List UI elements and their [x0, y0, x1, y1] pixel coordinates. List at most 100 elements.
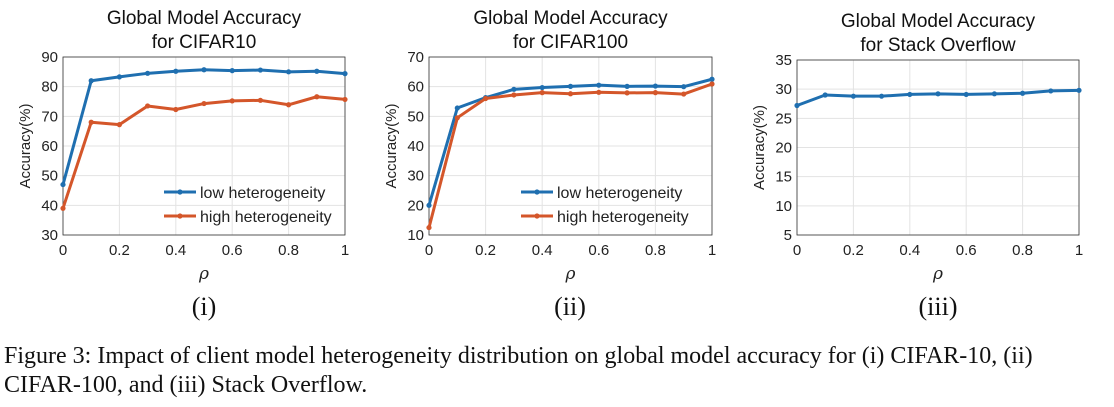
data-point: [201, 67, 207, 73]
x-tick-label: 0.4: [532, 242, 553, 259]
data-point: [539, 90, 545, 96]
data-point: [1048, 88, 1054, 94]
x-tick-label: 1: [341, 242, 349, 259]
data-point: [229, 98, 235, 104]
data-point: [60, 181, 66, 188]
y-tick-label: 70: [41, 108, 58, 125]
x-tick-label: 0.2: [475, 242, 496, 259]
x-tick-label: 0.6: [588, 242, 609, 259]
data-point: [709, 81, 715, 87]
data-point: [681, 84, 687, 90]
x-tick-label: 0.2: [843, 242, 864, 259]
data-point: [652, 90, 659, 96]
data-point: [879, 93, 885, 99]
plot-area: [62, 56, 346, 236]
y-tick-label: 20: [775, 140, 792, 157]
data-point: [652, 83, 659, 89]
legend-marker: [177, 189, 183, 195]
data-point: [624, 83, 630, 89]
data-point: [342, 71, 348, 77]
data-point: [229, 68, 235, 74]
x-tick-label: 0: [793, 242, 801, 259]
data-point: [907, 91, 913, 98]
data-point: [709, 76, 715, 82]
chart-title-line1: Global Model Accuracy: [473, 8, 668, 29]
legend-label: high heterogeneity: [200, 209, 332, 226]
x-tick-label: 0.8: [1012, 242, 1033, 259]
legend-label: high heterogeneity: [557, 209, 689, 226]
data-point: [681, 91, 687, 97]
x-tick-label: 0.8: [645, 242, 666, 259]
legend-label: low heterogeneity: [200, 185, 325, 202]
y-tick-label: 30: [41, 227, 58, 244]
chart-title-line1: Global Model Accuracy: [841, 11, 1036, 32]
data-point: [567, 91, 574, 97]
y-tick-label: 25: [775, 110, 792, 127]
data-point: [145, 70, 151, 76]
data-point: [454, 115, 460, 121]
data-point: [991, 91, 998, 97]
series-line: [427, 82, 713, 228]
x-tick-label: 0: [59, 242, 67, 259]
data-point: [60, 205, 66, 211]
x-tick-label: 0.4: [899, 242, 920, 259]
data-point: [116, 122, 122, 128]
data-point: [426, 224, 432, 231]
data-point: [1020, 90, 1026, 96]
legend-marker: [177, 213, 183, 219]
data-point: [286, 102, 292, 108]
x-tick-label: 1: [1075, 242, 1083, 259]
y-tick-label: 50: [407, 108, 424, 125]
data-point: [822, 92, 828, 98]
y-tick-label: 15: [775, 169, 792, 186]
y-tick-label: 50: [41, 168, 58, 185]
y-tick-label: 60: [407, 79, 424, 96]
y-tick-label: 60: [41, 138, 58, 155]
data-point: [88, 78, 94, 84]
data-point: [145, 103, 151, 109]
x-tick-label: 0.2: [109, 242, 130, 259]
data-point: [596, 89, 602, 95]
y-axis-label: Accuracy(%): [17, 103, 34, 188]
y-tick-label: 40: [407, 138, 424, 155]
data-point: [567, 83, 574, 89]
data-point: [88, 119, 94, 125]
y-tick-label: 30: [407, 168, 424, 185]
chart-title-line2: for CIFAR100: [513, 32, 628, 53]
y-axis-label: Accuracy(%): [751, 105, 768, 190]
data-point: [454, 105, 460, 111]
y-tick-label: 20: [407, 197, 424, 214]
data-point: [257, 97, 263, 103]
x-tick-label: 0.6: [956, 242, 977, 259]
x-tick-label: 0.6: [222, 242, 243, 259]
data-point: [624, 90, 630, 96]
data-point: [1076, 87, 1082, 93]
legend-marker: [534, 213, 540, 219]
data-point: [173, 68, 179, 74]
data-point: [935, 91, 941, 97]
x-tick-label: 1: [708, 242, 716, 259]
y-axis-label: Accuracy(%): [383, 103, 400, 188]
chart-title-line2: for Stack Overflow: [860, 35, 1015, 56]
y-tick-label: 80: [41, 79, 58, 96]
chart-title-line2: for CIFAR10: [152, 32, 257, 53]
data-point: [257, 67, 263, 73]
plot-area: [796, 59, 1080, 236]
data-point: [286, 69, 292, 75]
subfigure-label-i: (i): [191, 292, 217, 321]
data-point: [342, 96, 348, 103]
chart-title-line1: Global Model Accuracy: [107, 8, 302, 29]
x-tick-label: 0.4: [165, 242, 186, 259]
data-point: [314, 94, 320, 100]
y-tick-label: 10: [775, 198, 792, 215]
plot-area: [428, 56, 713, 236]
data-point: [963, 91, 969, 98]
legend-label: low heterogeneity: [557, 185, 682, 202]
data-point: [173, 106, 179, 113]
data-point: [850, 93, 857, 99]
y-tick-label: 30: [775, 81, 792, 98]
data-point: [483, 95, 489, 102]
y-tick-label: 10: [407, 227, 424, 244]
data-point: [511, 92, 517, 98]
